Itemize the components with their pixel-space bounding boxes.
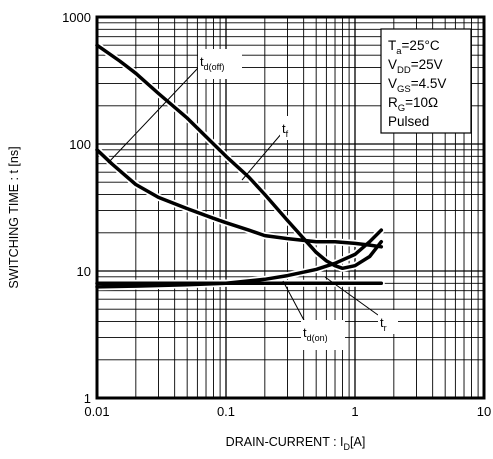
- y-tick-label: 1000: [62, 10, 91, 25]
- label-bg-tf: [280, 116, 300, 140]
- condition-line: VDD=25V: [388, 57, 443, 76]
- condition-line: RG=10Ω: [388, 95, 438, 114]
- x-tick-label: 10: [477, 404, 491, 419]
- series-group: [93, 41, 385, 291]
- y-tick-label: 100: [69, 137, 91, 152]
- curve-label-tdon: td(on): [303, 325, 328, 343]
- label-bg-tr: [378, 310, 398, 334]
- condition-line: Ta=25°C: [388, 38, 440, 57]
- conditions-frame: [380, 28, 472, 134]
- series-line-tdoff: [95, 148, 384, 249]
- label-bg-tdoff: [198, 49, 242, 79]
- x-tick-label: 0.1: [217, 404, 235, 419]
- series-line-tf: [95, 43, 384, 271]
- condition-line: VGS=4.5V: [388, 76, 446, 95]
- x-tick-label: 0.01: [84, 404, 109, 419]
- x-axis-title: DRAIN-CURRENT : ID[A]: [226, 435, 366, 452]
- curve-label-tr: tr: [380, 315, 387, 333]
- curve-label-tf: tf: [282, 121, 289, 139]
- condition-line: Pulsed: [388, 114, 429, 129]
- leader-line-tf: [241, 132, 283, 181]
- curve-label-tdoff: td(off): [200, 54, 224, 72]
- leader-line-tdoff: [107, 67, 199, 164]
- x-tick-label: 1: [351, 404, 358, 419]
- tick-labels: 0.01 0.1 1 10 1 10 100 1000: [62, 10, 491, 419]
- y-axis-title: SWITCHING TIME : t [ns]: [7, 146, 21, 288]
- label-bg-tdon: [301, 320, 345, 350]
- series-line-tr: [95, 228, 384, 289]
- plot-frame: [95, 15, 486, 400]
- y-tick-label: 10: [77, 264, 91, 279]
- leader-line-tdon: [282, 280, 307, 325]
- leader-line-tr: [324, 276, 379, 316]
- y-tick-label: 1: [84, 391, 91, 406]
- curve-annotations: td(off) tf tr td(on): [107, 49, 398, 350]
